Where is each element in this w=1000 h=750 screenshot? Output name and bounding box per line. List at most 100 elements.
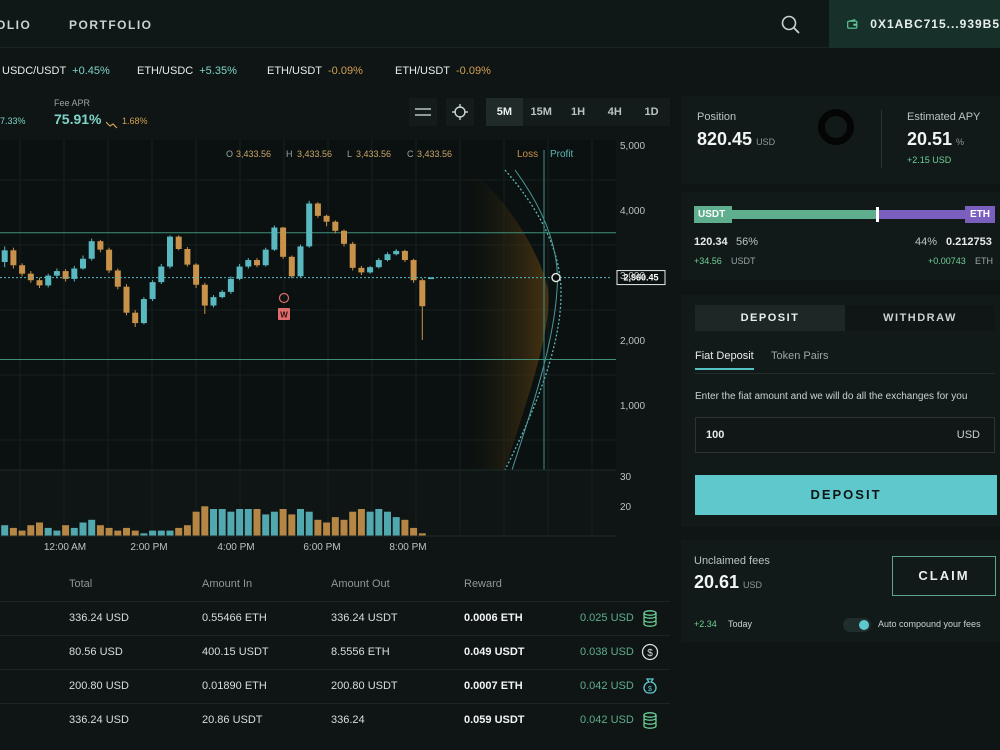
coins-stack-icon[interactable]	[640, 608, 662, 630]
volume-bar	[44, 527, 52, 536]
wallet-button[interactable]: 0X1ABC715...939B5	[829, 0, 1000, 48]
volume-bar	[366, 511, 374, 536]
y-axis-tick: 5,000	[620, 141, 645, 152]
volume-bar	[53, 530, 61, 536]
pair-item[interactable]: USDC/USDT +0.45%	[2, 65, 110, 77]
candle-body	[97, 241, 104, 250]
search-button[interactable]	[780, 14, 802, 36]
candle-body	[393, 250, 400, 255]
volume-bar	[375, 509, 383, 536]
range-handle[interactable]	[551, 272, 561, 283]
top-navigation: OLIO PORTFOLIO 0X1ABC715...939B5	[0, 0, 1000, 48]
volume-bar	[270, 511, 278, 536]
row-total: 80.56 USD	[69, 646, 123, 658]
crosshair-button[interactable]	[446, 98, 474, 126]
volume-bar	[340, 519, 348, 536]
y-axis-tick: 2,000	[620, 336, 645, 347]
timeframe-1h[interactable]: 1H	[570, 106, 586, 118]
money-bag-icon[interactable]: $	[640, 676, 662, 698]
volume-bar	[140, 533, 148, 536]
row-total: 336.24 USD	[69, 612, 129, 624]
timeframe-5m[interactable]: 5M	[486, 98, 523, 126]
candle-body	[323, 215, 330, 222]
timeframe-15m[interactable]: 15M	[530, 106, 552, 118]
row-amount-out: 336.24	[331, 714, 365, 726]
row-amount-in: 20.86 USDT	[202, 714, 263, 726]
candle-body	[45, 275, 52, 286]
fee-apr-change: 1.68%	[122, 116, 148, 126]
candle-body	[375, 260, 382, 268]
table-row[interactable]: 336.24 USD 20.86 USDT 336.24 0.059 USDT 0.04…	[0, 703, 670, 737]
search-icon	[781, 15, 800, 34]
subtab-token-pairs[interactable]: Token Pairs	[771, 350, 829, 362]
volume-bar	[401, 519, 409, 536]
tab-withdraw[interactable]: WITHDRAW	[845, 305, 995, 331]
volume-bar	[349, 511, 357, 536]
candle-body	[19, 265, 26, 274]
column-header-amount-out: Amount Out	[331, 578, 390, 590]
usdt-change: +34.56	[694, 256, 722, 266]
fee-apr-value: 75.91%	[54, 111, 102, 127]
fiat-amount-input[interactable]: 100 USD	[695, 417, 995, 453]
timeframe-1d[interactable]: 1D	[644, 106, 659, 118]
volume-tick: 30	[620, 472, 632, 483]
chart-canvas: 2,960.45 O 3,433.56 H 3,433.56 L 3,433.5…	[0, 140, 666, 553]
timeframe-4h[interactable]: 4H	[607, 106, 622, 118]
apr-row: 7.33% Fee APR 75.91% 1.68% 5M 15M 1H 4H …	[0, 92, 680, 140]
position-label: Position	[697, 111, 737, 123]
volume-tick: 20	[620, 502, 632, 513]
svg-text:$: $	[648, 686, 652, 693]
pair-change: -0.09%	[456, 65, 491, 77]
menu-button[interactable]	[409, 98, 437, 126]
pair-item[interactable]: ETH/USDT -0.09%	[395, 65, 491, 77]
nav-link-portfolio[interactable]: PORTFOLIO	[69, 18, 153, 32]
candle-body	[184, 249, 191, 265]
deposit-button[interactable]: DEPOSIT	[695, 475, 997, 515]
fees-unit: USD	[743, 580, 763, 590]
subtab-fiat-deposit[interactable]: Fiat Deposit	[695, 350, 754, 370]
pair-item[interactable]: ETH/USDT -0.09%	[267, 65, 363, 77]
volume-bar	[392, 517, 400, 536]
pair-item[interactable]: ETH/USDC +5.35%	[137, 65, 237, 77]
allocation-slider-handle[interactable]	[876, 207, 880, 222]
eth-amount: 0.212753	[946, 236, 992, 248]
svg-text:$: $	[647, 648, 653, 659]
candle-body	[384, 254, 391, 261]
ohlc-c-label: C	[407, 149, 414, 159]
candle-body	[341, 230, 347, 244]
dollar-circle-icon[interactable]: $	[640, 642, 662, 664]
tab-deposit[interactable]: DEPOSIT	[695, 305, 845, 331]
candle-body	[367, 267, 374, 273]
auto-compound-toggle[interactable]	[843, 618, 871, 632]
column-header-total: Total	[69, 578, 93, 590]
table-row[interactable]: 200.80 USD 0.01890 ETH 200.80 USDT 0.0007 E…	[0, 669, 670, 703]
price-chart[interactable]: 2,960.45 O 3,433.56 H 3,433.56 L 3,433.5…	[0, 140, 680, 560]
pair-change: -0.09%	[328, 65, 363, 77]
nav-link-portfolio-partial[interactable]: OLIO	[0, 18, 32, 32]
ohlc-h-label: H	[286, 149, 293, 159]
volume-bar	[314, 519, 322, 536]
fiat-amount-value: 100	[706, 429, 725, 441]
column-header-amount-in: Amount In	[202, 578, 253, 590]
pair-ticker: USDC/USDT +0.45% ETH/USDC +5.35% ETH/USDT -…	[0, 48, 680, 92]
timeframe-selector: 5M 15M 1H 4H 1D	[486, 98, 670, 126]
table-row[interactable]: 80.56 USD 400.15 USDT 8.5556 ETH 0.049 USDT…	[0, 635, 670, 669]
coins-stack-icon[interactable]	[640, 710, 662, 732]
y-axis-tick: 3,000	[620, 271, 645, 282]
withdraw-marker[interactable]: W	[278, 292, 290, 321]
volume-bar	[131, 530, 139, 536]
wallet-address: 0X1ABC715...939B5	[870, 17, 1000, 31]
candle-body	[114, 270, 121, 287]
auto-compound-label: Auto compound your fees	[878, 619, 981, 629]
marker-badge	[278, 308, 290, 320]
candle-body	[288, 256, 295, 277]
table-row[interactable]: 336.24 USD 0.55466 ETH 336.24 USDT 0.0006 E…	[0, 601, 670, 635]
candle-body	[27, 273, 34, 281]
marker-circle	[278, 292, 290, 304]
volume-bar	[384, 511, 391, 536]
row-amount-in: 400.15 USDT	[202, 646, 269, 658]
volume-bar	[210, 509, 217, 536]
crosshair-icon	[452, 104, 468, 120]
volume-bar	[331, 517, 339, 536]
claim-button[interactable]: CLAIM	[892, 556, 996, 596]
